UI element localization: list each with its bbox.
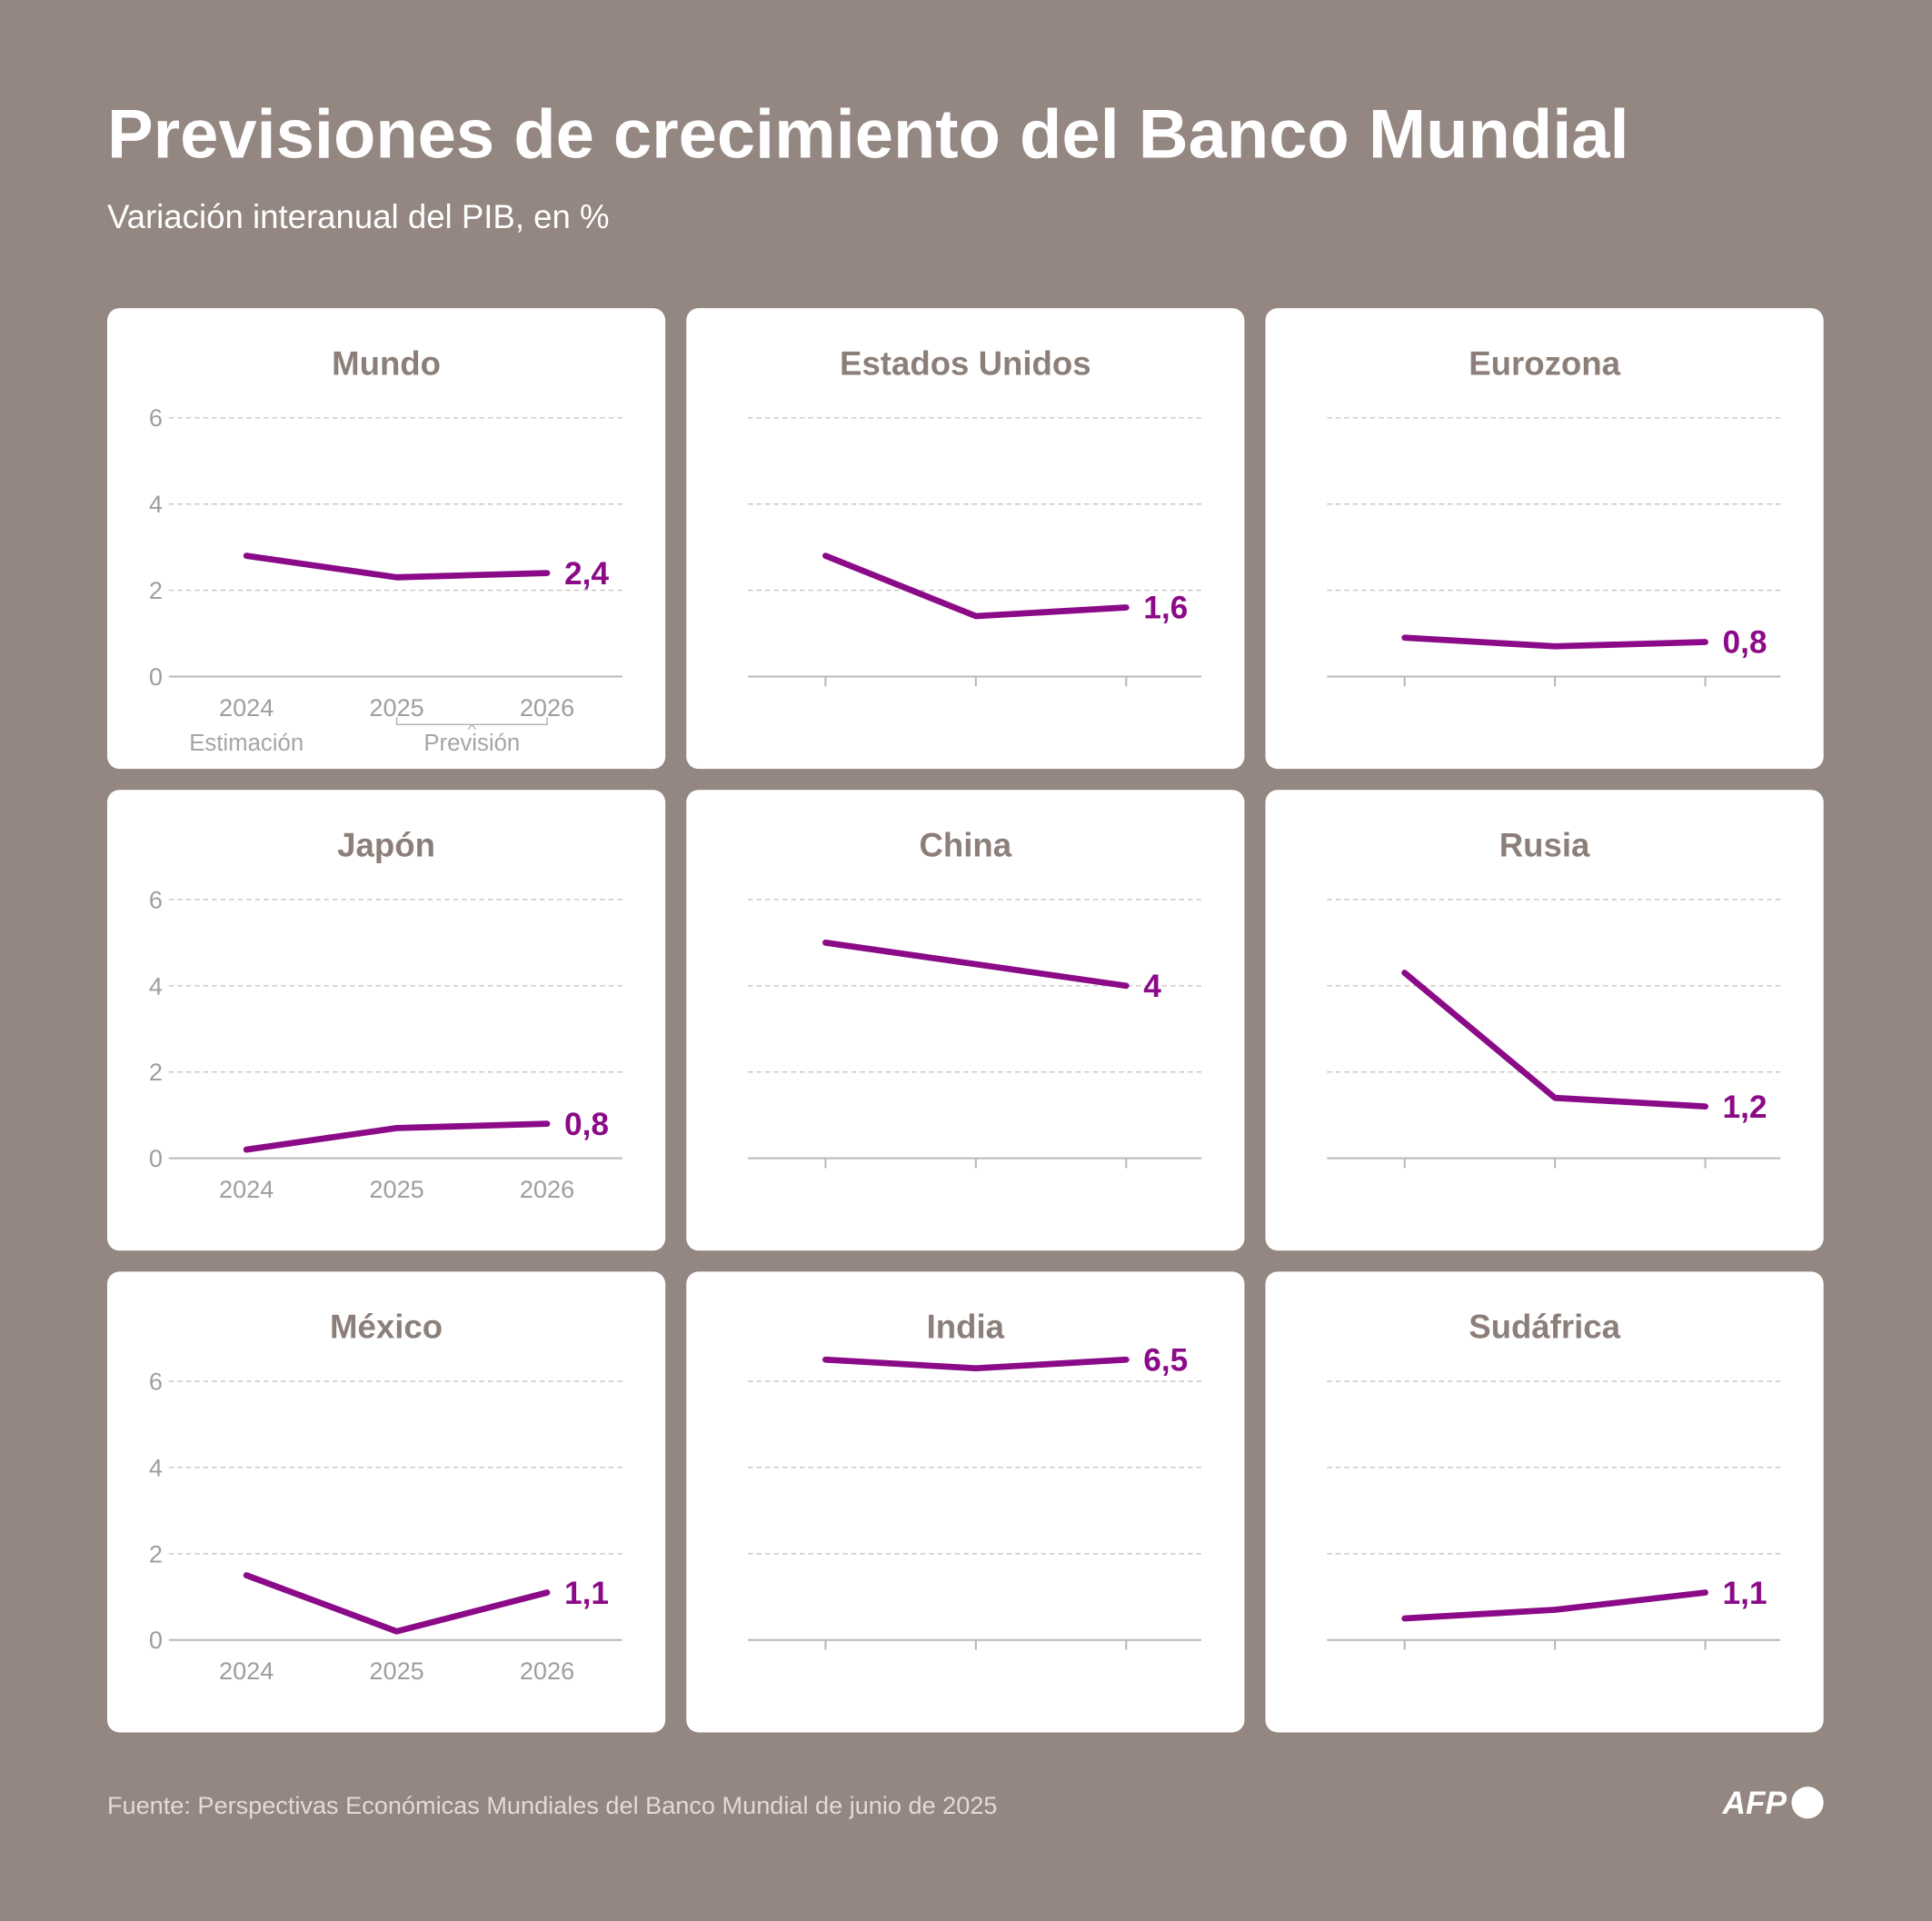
source: Fuente: Perspectivas Económicas Mundiale… <box>107 1791 998 1819</box>
panel-title: Japón <box>337 826 435 863</box>
annotation: Estimación <box>189 731 304 756</box>
y-tick-label: 2 <box>149 576 163 604</box>
panel-card <box>106 308 666 770</box>
value-label: 0,8 <box>564 1107 609 1142</box>
logo-dot <box>1791 1787 1824 1819</box>
x-tick-label: 2024 <box>219 693 274 722</box>
series-line <box>1401 970 1708 1110</box>
panel-title: Eurozona <box>1469 344 1620 382</box>
series-line <box>822 1356 1130 1372</box>
y-tick-label: 6 <box>149 403 163 432</box>
y-tick-label: 6 <box>149 1368 163 1396</box>
x-tick-label: 2025 <box>369 1175 423 1203</box>
panel: China 4 <box>686 790 1245 1251</box>
y-tick-label: 2 <box>149 1539 163 1568</box>
panel-card <box>1265 308 1824 770</box>
value-label: 1,1 <box>564 1576 609 1611</box>
series-line <box>243 1120 551 1153</box>
panel: Japón 0 2 4 6 2024 2025 2026 0,8 <box>106 790 666 1251</box>
x-tick-label: 2025 <box>369 693 423 722</box>
panel: Mundo 0 2 4 6 2024 2025 2026 Estimación Previsión… <box>106 308 666 770</box>
panel-card <box>686 790 1245 1251</box>
series-line <box>1401 634 1708 650</box>
y-tick-label: 4 <box>149 1453 163 1481</box>
panel-title: India <box>927 1309 1005 1346</box>
x-tick-label: 2025 <box>369 1657 423 1685</box>
x-tick-label: 2024 <box>219 1657 274 1685</box>
series-line <box>1401 1589 1708 1622</box>
panel-card <box>1265 790 1824 1251</box>
y-tick-label: 2 <box>149 1058 163 1086</box>
panel: Sudáfrica 1,1 <box>1265 1271 1824 1733</box>
value-label: 1,2 <box>1723 1090 1768 1125</box>
panel-card <box>106 790 666 1251</box>
panel: México 0 2 4 6 2024 2025 2026 1,1 <box>106 1271 666 1733</box>
y-tick-label: 0 <box>149 1144 163 1172</box>
panel-title: Rusia <box>1499 826 1590 863</box>
series-line <box>243 552 551 581</box>
panel: Estados Unidos 1,6 <box>686 308 1245 770</box>
series-line <box>822 939 1130 990</box>
series-line <box>822 552 1130 620</box>
y-tick-label: 4 <box>149 490 163 518</box>
value-label: 6,5 <box>1143 1343 1188 1379</box>
panel-title: Sudáfrica <box>1469 1309 1620 1346</box>
subtitle: Variación interanual del PIB, en % <box>107 198 610 235</box>
panel-card <box>686 308 1245 770</box>
panel-card <box>686 1271 1245 1733</box>
value-label: 2,4 <box>564 556 609 592</box>
panel: Eurozona 0,8 <box>1265 308 1824 770</box>
panel-title: México <box>330 1309 443 1346</box>
y-tick-label: 0 <box>149 662 163 691</box>
series-line <box>243 1572 551 1635</box>
x-tick-label: 2026 <box>520 1175 574 1203</box>
logo: AFP <box>1722 1786 1788 1821</box>
value-label: 1,6 <box>1143 591 1188 626</box>
panel: India 6,5 <box>686 1271 1245 1733</box>
y-tick-label: 4 <box>149 971 163 1000</box>
panel-title: Mundo <box>332 344 441 382</box>
x-tick-label: 2026 <box>520 693 574 722</box>
x-tick-label: 2024 <box>219 1175 274 1203</box>
y-tick-label: 0 <box>149 1626 163 1654</box>
annotation: Previsión <box>423 731 520 756</box>
main-title: Previsiones de crecimiento del Banco Mun… <box>107 96 1629 174</box>
panel-title: Estados Unidos <box>840 344 1091 382</box>
value-label: 4 <box>1143 969 1161 1004</box>
panel-title: China <box>919 826 1011 863</box>
bracket <box>395 717 548 731</box>
panel: Rusia 1,2 <box>1265 790 1824 1251</box>
value-label: 0,8 <box>1723 625 1768 661</box>
x-tick-label: 2026 <box>520 1657 574 1685</box>
y-tick-label: 6 <box>149 885 163 913</box>
value-label: 1,1 <box>1723 1576 1768 1611</box>
panel-card <box>106 1271 666 1733</box>
